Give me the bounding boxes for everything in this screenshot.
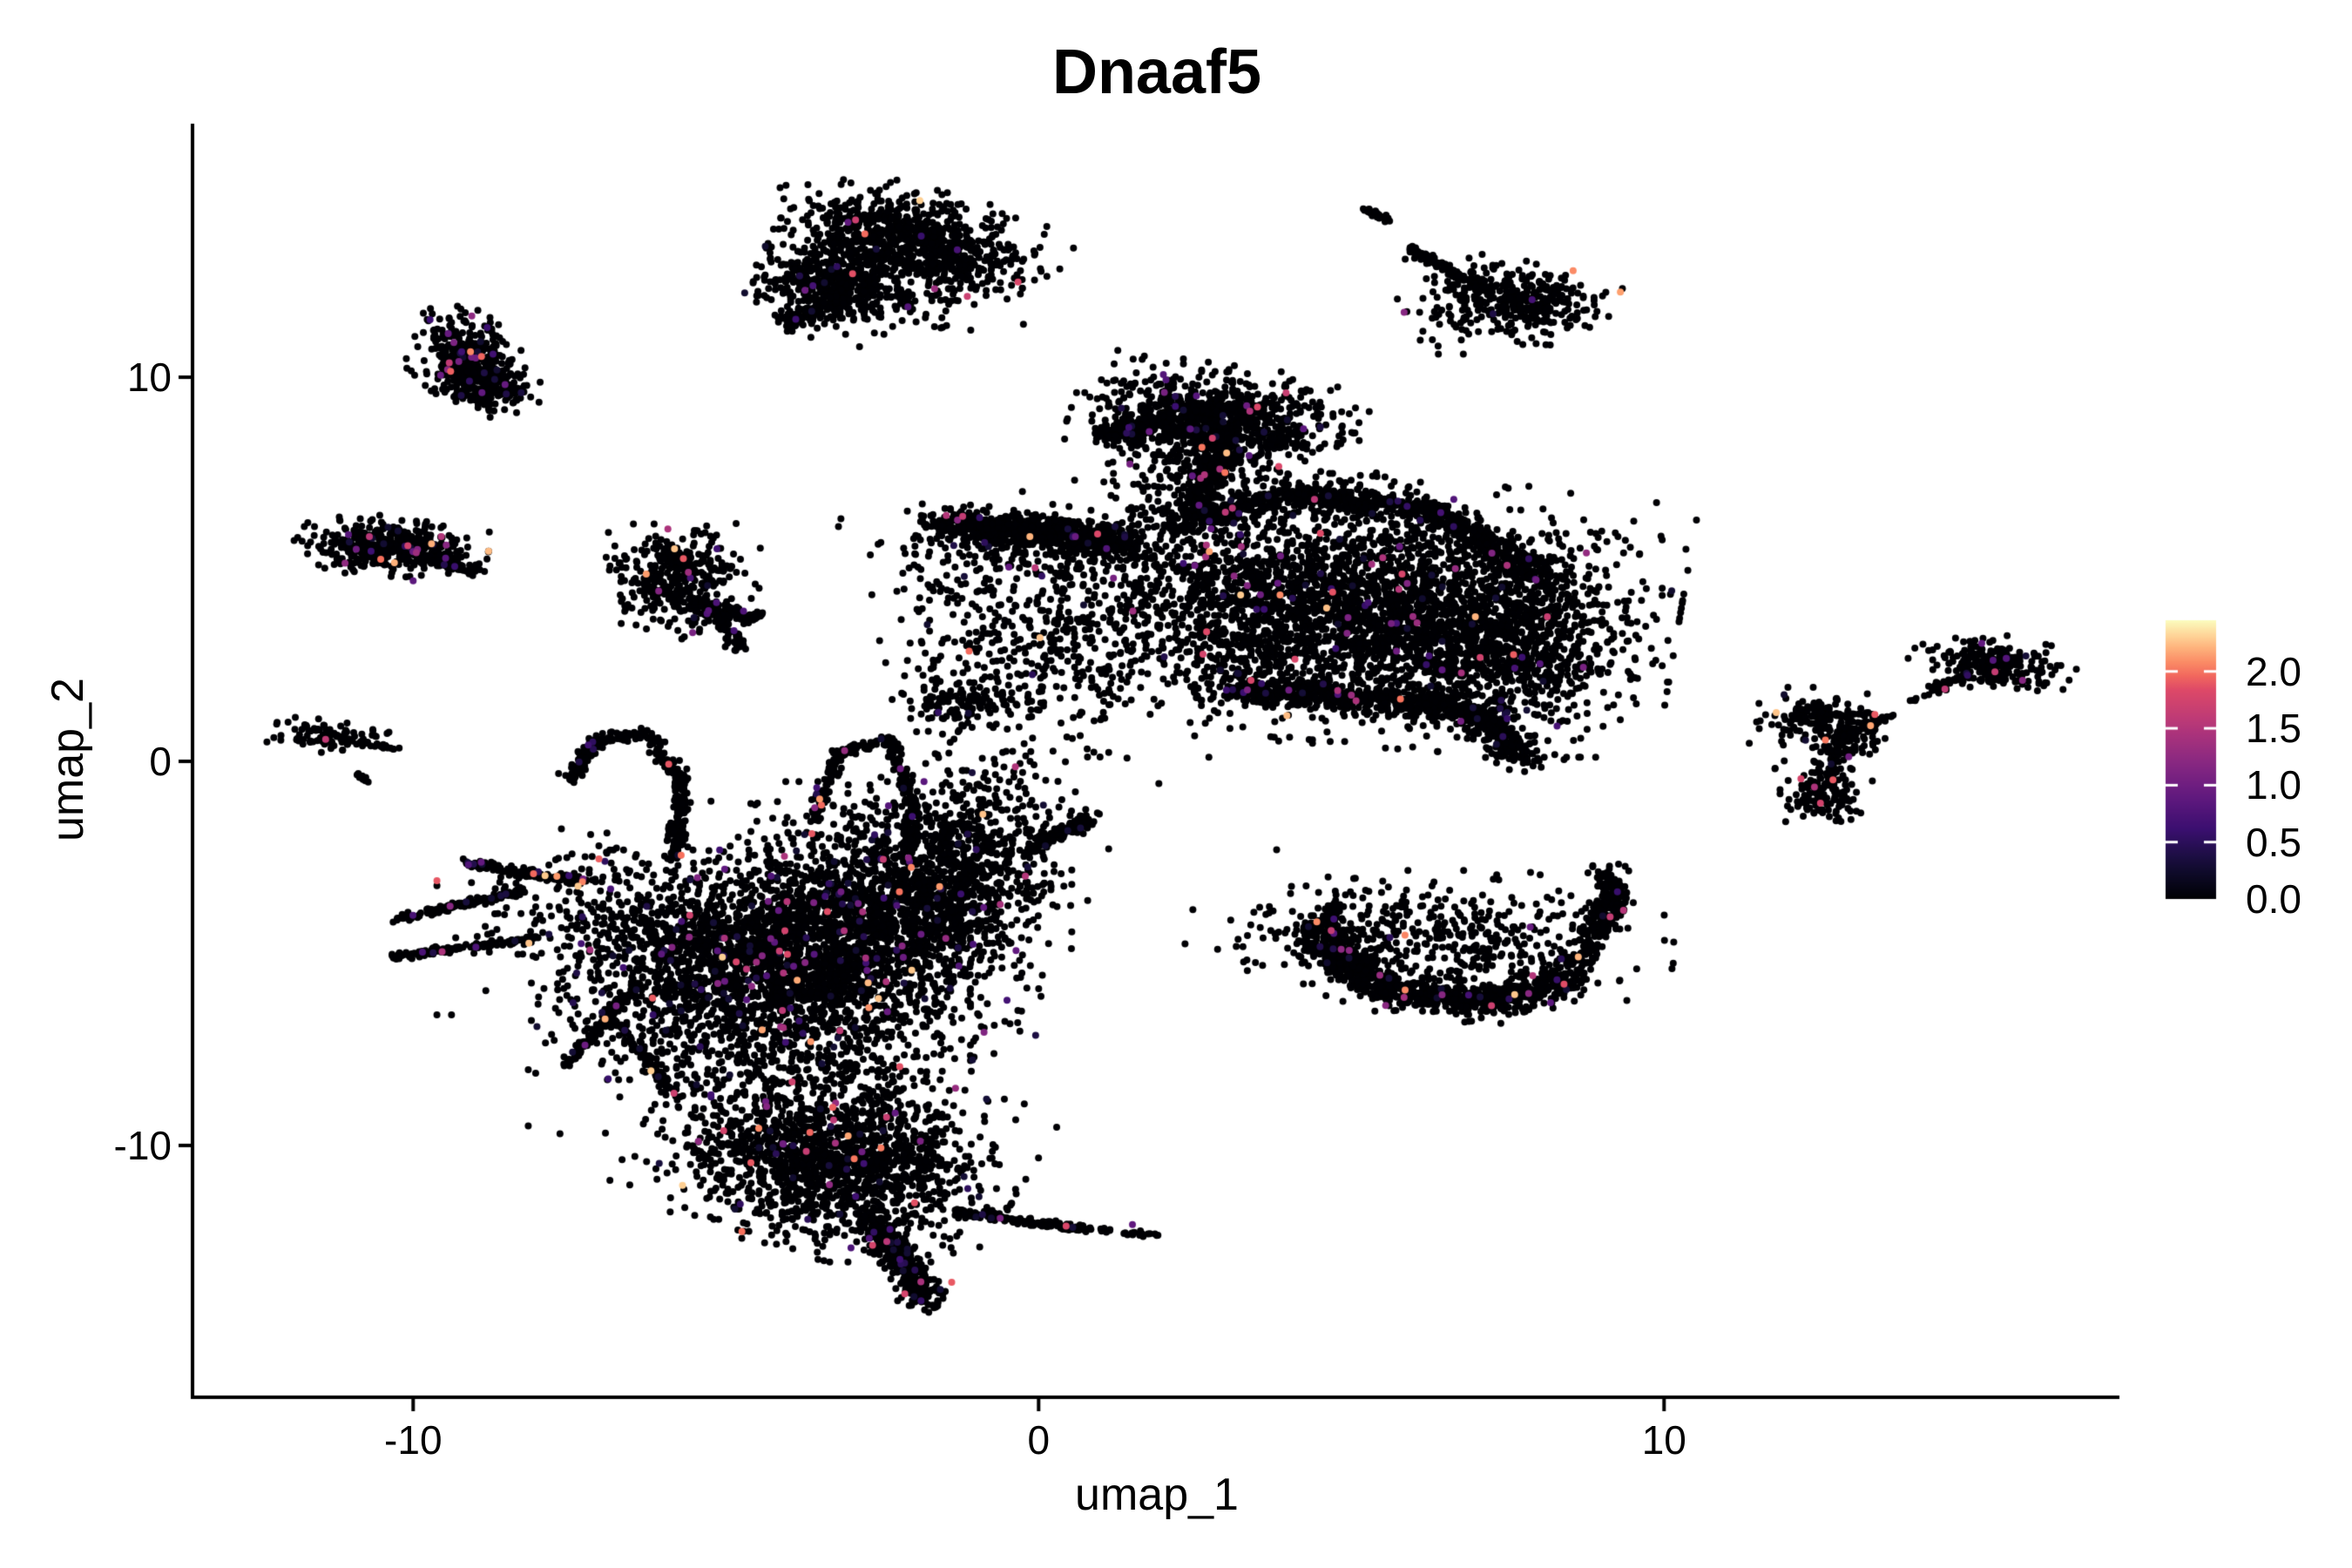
colorbar-tick-label: 0.0 xyxy=(2246,876,2301,922)
y-tick-label: 10 xyxy=(126,355,172,401)
x-tick-label: 10 xyxy=(1641,1417,1686,1463)
colorbar-tick-label: 2.0 xyxy=(2246,648,2301,694)
plot-title: Dnaaf5 xyxy=(1051,37,1262,107)
x-tick-label: 0 xyxy=(1027,1417,1051,1463)
x-tick-label: -10 xyxy=(384,1417,443,1463)
colorbar-tick-label: 1.5 xyxy=(2246,706,2301,752)
y-axis-title: umap_2 xyxy=(43,678,93,841)
x-axis-title: umap_1 xyxy=(1075,1470,1239,1520)
colorbar-tick-label: 0.5 xyxy=(2246,819,2301,865)
y-tick-label: -10 xyxy=(113,1122,172,1168)
y-tick-label: 0 xyxy=(149,738,172,784)
colorbar-tick-label: 1.0 xyxy=(2246,762,2301,808)
